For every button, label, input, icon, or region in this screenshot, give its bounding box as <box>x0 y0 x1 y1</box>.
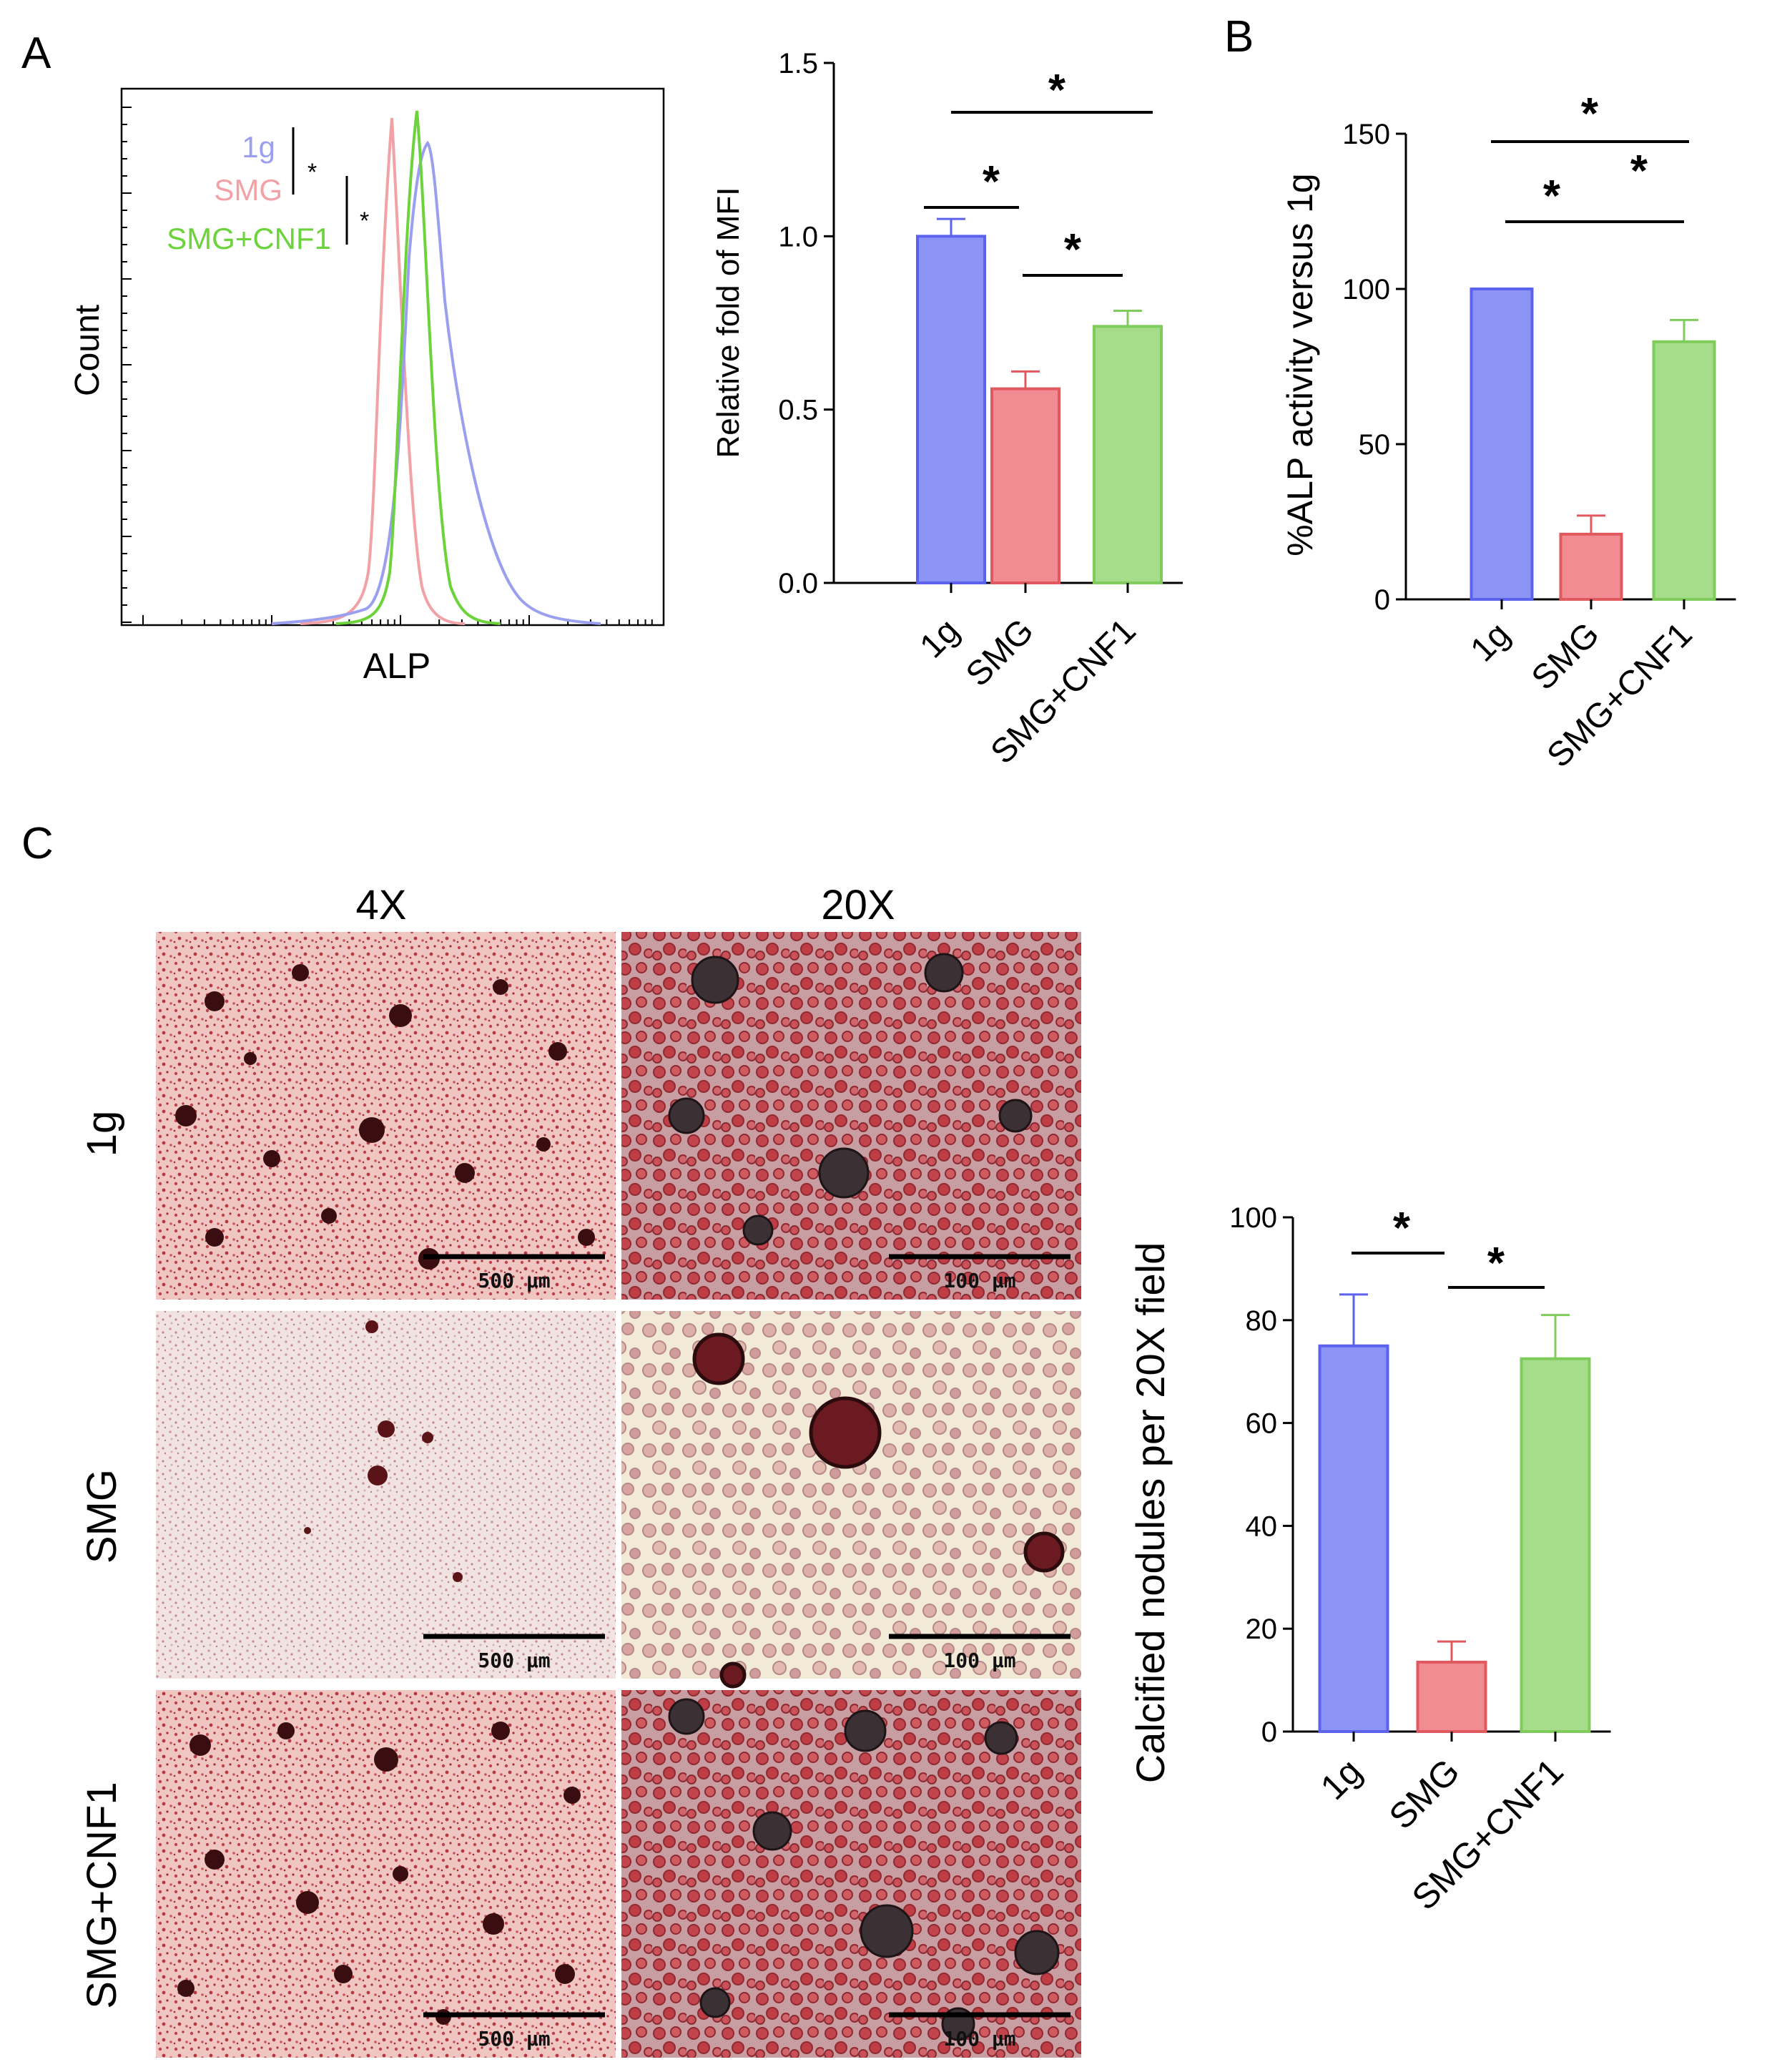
chart-calcified-nodules: 0 20 40 60 80 100 Calcified nodules per 20X fi… <box>1128 1202 1611 1918</box>
nodules-sig-star: * <box>1393 1204 1411 1253</box>
histogram-sig-star-2: * <box>360 207 369 235</box>
alp-y-tick-label: 0 <box>1374 584 1390 616</box>
alp-y-tick-label: 100 <box>1342 274 1390 305</box>
mfi-y-tick-label: 1.0 <box>778 221 818 252</box>
histogram: 1g SMG SMG+CNF1 * * Count ALP <box>69 87 665 686</box>
alp-sig-star: * <box>1543 172 1561 221</box>
histogram-sig-star-1: * <box>307 159 317 186</box>
panel-label-c: C <box>21 819 54 868</box>
micrograph-smg-4x: 500 μm <box>156 1311 616 1679</box>
scalebar-label: 100 μm <box>943 2027 1015 2051</box>
mfi-bar-1g <box>916 235 986 584</box>
alp-sig-star: * <box>1630 147 1648 196</box>
nodules-sig-star: * <box>1487 1239 1505 1288</box>
nodules-category-label: 1g <box>1313 1751 1369 1807</box>
micrograph-smg-cnf1-4x: 500 μm <box>156 1690 616 2058</box>
nodules-y-tick-label: 20 <box>1246 1614 1278 1645</box>
alp-y-label: %ALP activity versus 1g <box>1280 173 1320 556</box>
mfi-bar-smg <box>990 387 1060 584</box>
row-label-smg: SMG <box>79 1469 125 1563</box>
alp-category-label: 1g <box>1464 615 1517 669</box>
panel-label-b: B <box>1224 12 1254 62</box>
scalebar-label: 500 μm <box>478 2027 550 2051</box>
histogram-curve-1g <box>271 140 601 625</box>
micrograph-smg-cnf1-20x: 100 μm <box>621 1690 1081 2058</box>
nodules-bar-smg <box>1416 1660 1487 1734</box>
mfi-bar-smg-cnf1 <box>1093 325 1163 584</box>
alp-bar-1g <box>1470 288 1534 601</box>
mfi-y-tick-label: 0.0 <box>778 568 818 599</box>
histogram-curve-smg <box>300 117 466 625</box>
nodules-y-tick-label: 60 <box>1246 1408 1278 1440</box>
micrograph-smg-20x: 100 μm <box>621 1311 1081 1689</box>
nodules-y-tick-label: 0 <box>1261 1717 1277 1748</box>
mfi-y-label: Relative fold of MFI <box>711 187 746 458</box>
panel-label-a: A <box>21 29 51 78</box>
histogram-frame <box>120 87 665 627</box>
nodules-y-tick-label: 80 <box>1246 1305 1278 1337</box>
row-label-smg-cnf1: SMG+CNF1 <box>79 1782 125 2008</box>
nodules-y-tick-label: 40 <box>1246 1511 1278 1542</box>
nodules-y-tick-label: 100 <box>1229 1202 1277 1234</box>
histogram-legend-smg: SMG <box>214 173 282 207</box>
mfi-y-tick-label: 0.5 <box>778 395 818 426</box>
alp-bar-smg-cnf1 <box>1652 340 1716 601</box>
alp-y-tick-label: 150 <box>1342 119 1390 150</box>
micrograph-1g-20x: 100 μm <box>621 932 1081 1300</box>
alp-y-tick-label: 50 <box>1359 429 1391 461</box>
mfi-category-label: SMG <box>959 612 1041 694</box>
nodules-category-label: SMG <box>1382 1751 1467 1837</box>
histogram-legend-1g: 1g <box>242 130 275 164</box>
alp-sig-star: * <box>1581 89 1599 139</box>
scalebar-label: 500 μm <box>478 1649 550 1672</box>
column-header-4x: 4X <box>356 882 407 928</box>
scalebar-label: 100 μm <box>943 1649 1015 1672</box>
mfi-sig-star: * <box>983 157 1000 207</box>
row-label-1g: 1g <box>79 1111 125 1157</box>
mfi-sig-star: * <box>1064 225 1082 275</box>
mfi-category-label: 1g <box>913 612 967 665</box>
alp-bar-smg <box>1559 532 1623 601</box>
mfi-sig-star: * <box>1048 66 1066 115</box>
column-header-20x: 20X <box>821 882 895 928</box>
histogram-curve-smg-cnf1 <box>335 110 501 625</box>
scalebar-label: 100 μm <box>943 1269 1015 1292</box>
mfi-y-tick-label: 1.5 <box>778 48 818 79</box>
nodules-bar-smg-cnf1 <box>1520 1357 1591 1733</box>
scalebar-label: 500 μm <box>478 1269 550 1292</box>
histogram-legend-smg-cnf1: SMG+CNF1 <box>167 222 331 255</box>
micrograph-1g-4x: 500 μm <box>156 932 616 1300</box>
histogram-y-label: Count <box>69 305 107 396</box>
micrograph-grid: 4X 20X 1g SMG SMG+CNF1 500 μm 1 <box>79 882 1081 2058</box>
histogram-x-label: ALP <box>363 646 431 686</box>
nodules-bar-1g <box>1318 1344 1389 1733</box>
alp-category-label: SMG <box>1525 615 1607 697</box>
nodules-y-label: Calcified nodules per 20X field <box>1128 1242 1173 1783</box>
histogram-y-ticks <box>122 107 132 623</box>
